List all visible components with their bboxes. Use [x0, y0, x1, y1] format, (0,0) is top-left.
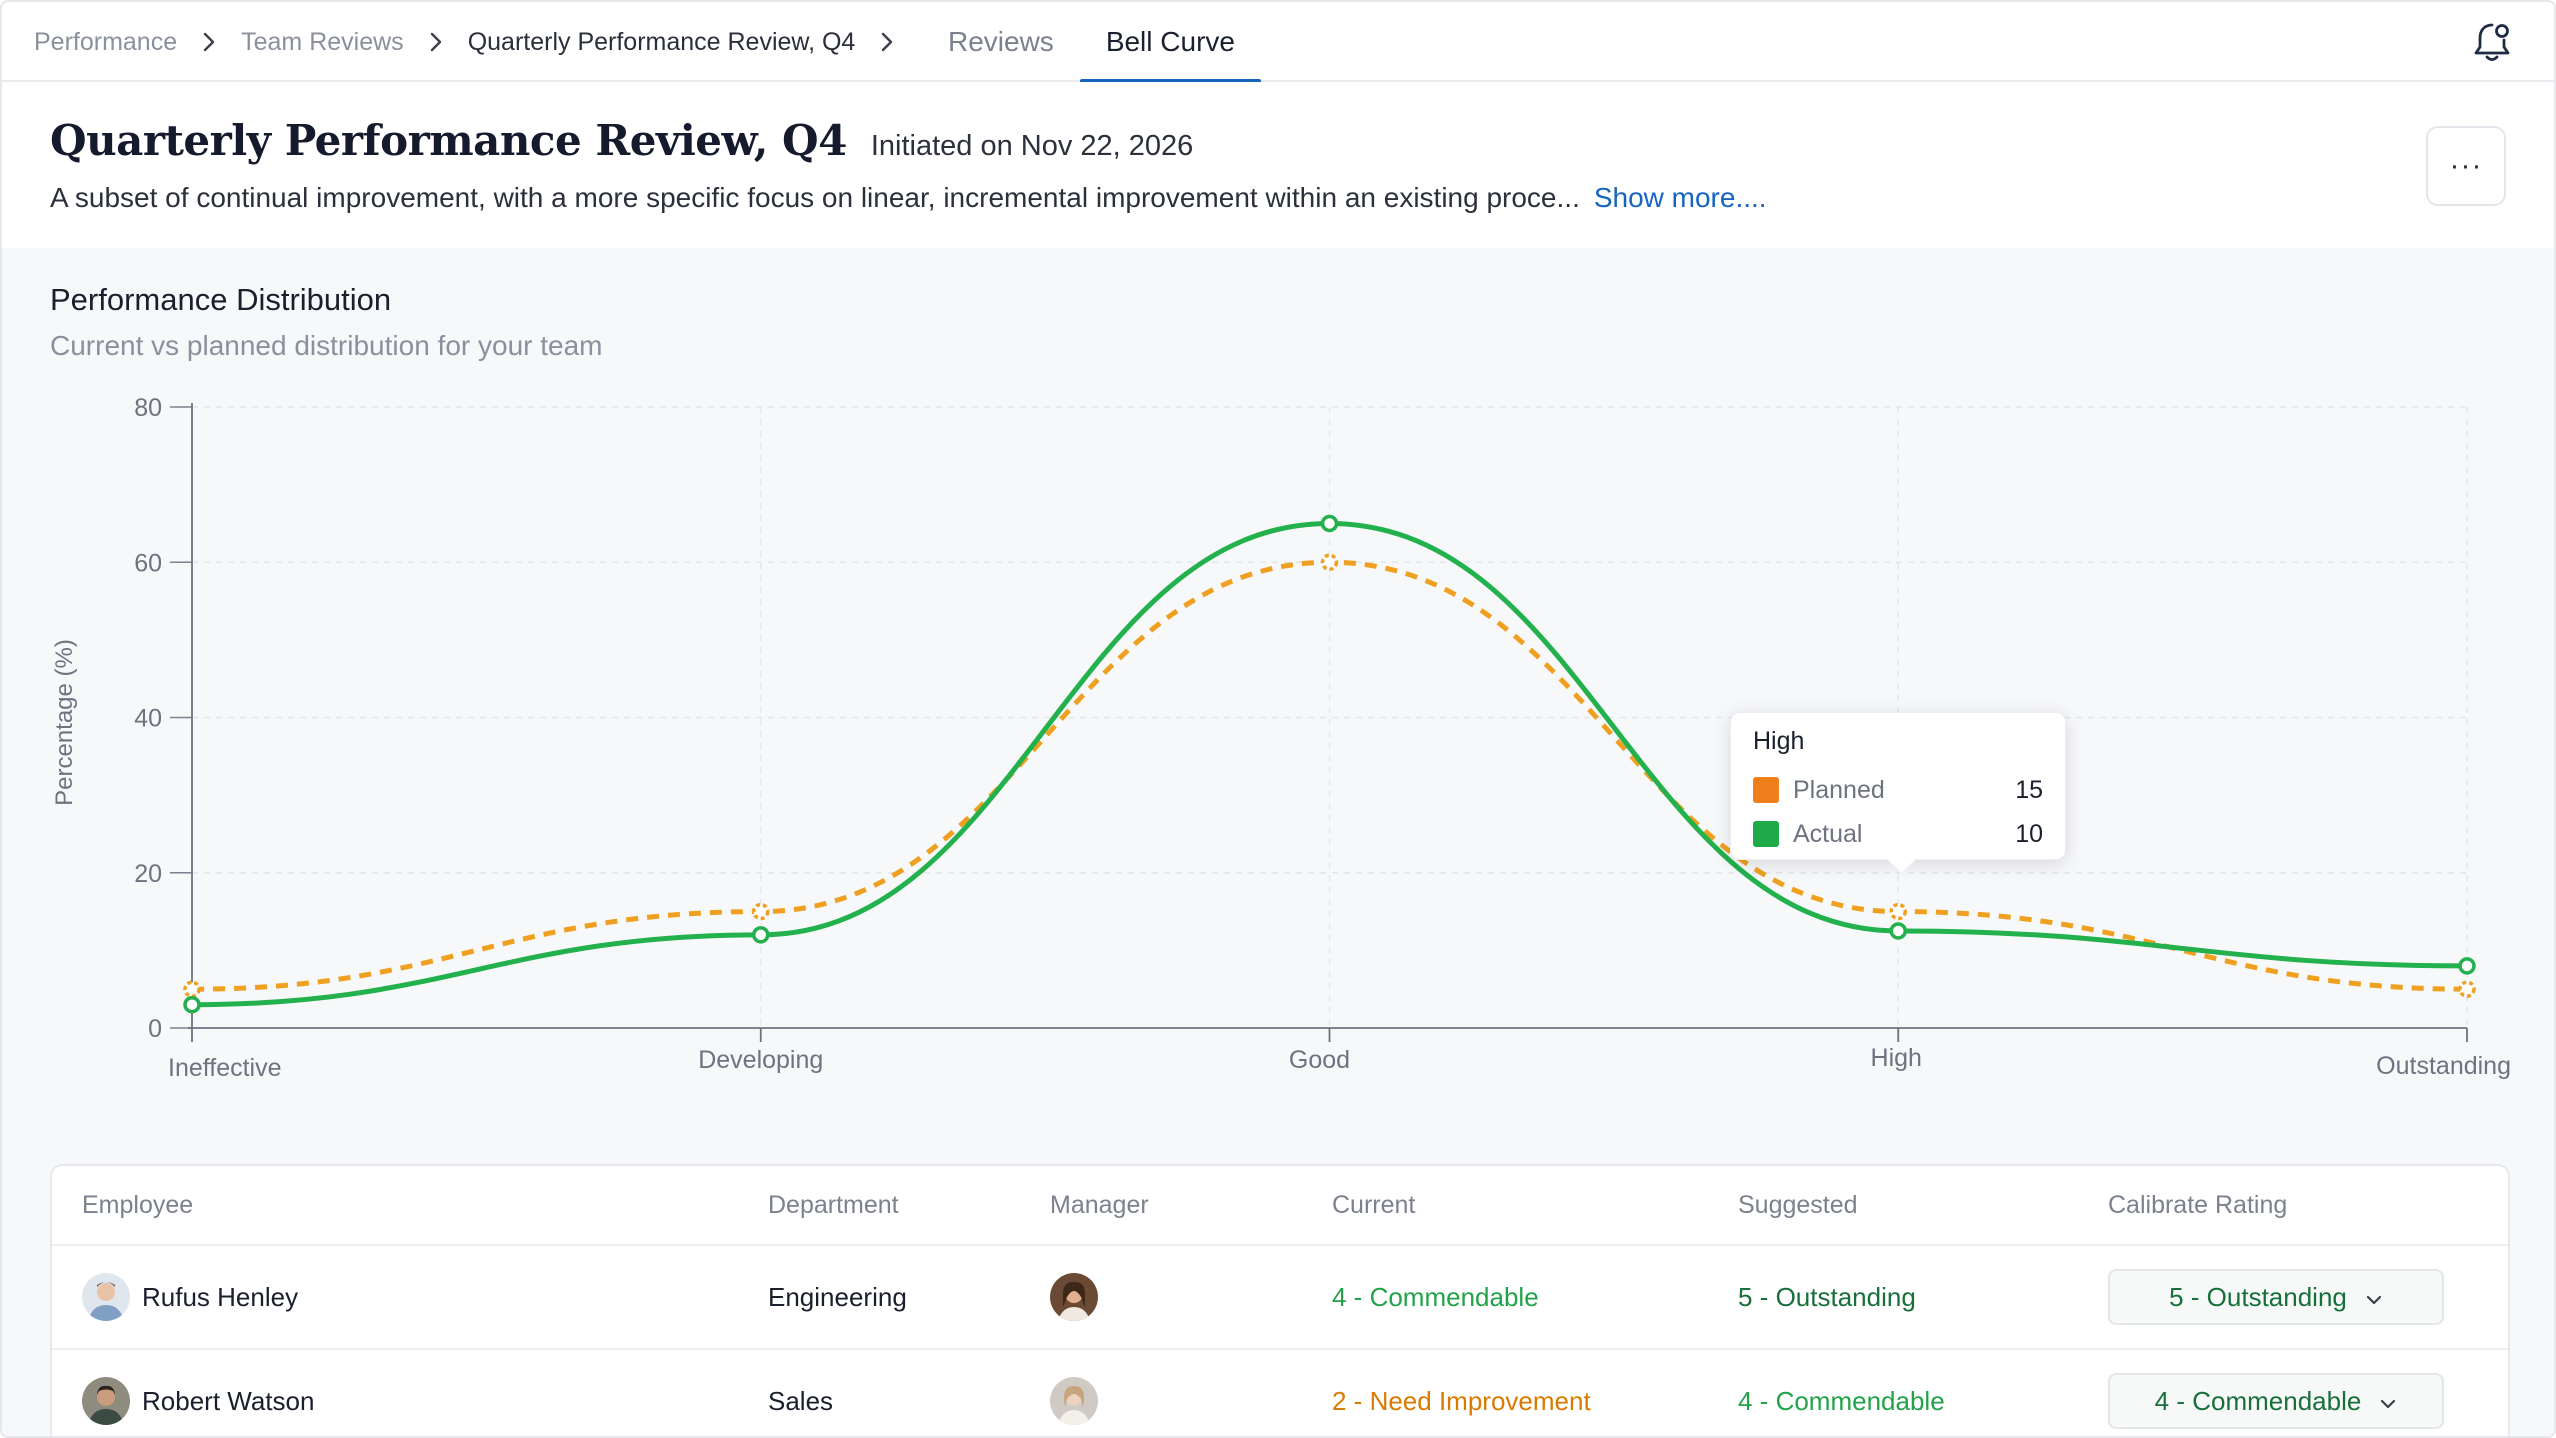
chart-section: Performance Distribution Current vs plan… — [2, 248, 2554, 1436]
column-manager[interactable]: Manager — [1050, 1190, 1149, 1219]
y-axis-label: Percentage (%) — [51, 639, 78, 806]
top-bar: Performance Team Reviews Quarterly Perfo… — [2, 2, 2554, 84]
actual-point — [1320, 514, 1339, 533]
y-tick-label: 80 — [134, 394, 162, 422]
y-tick-label: 60 — [134, 549, 162, 577]
initiated-date: Initiated on Nov 22, 2026 — [870, 130, 1194, 162]
manager-avatar[interactable] — [1050, 1350, 1110, 1436]
x-tick-label: Outstanding — [2376, 1052, 2511, 1080]
actual-series-line — [191, 520, 2468, 1008]
x-tick-label: High — [1871, 1044, 1922, 1072]
table-header: Employee Department Manager Current Sugg… — [52, 1166, 2508, 1246]
planned-point — [1889, 902, 1907, 921]
actual-point — [752, 926, 770, 944]
x-tick-label: Good — [1289, 1046, 1350, 1074]
employee-cell: Robert Watson — [82, 1350, 315, 1436]
notification-bell-icon[interactable] — [2466, 16, 2518, 68]
table-row[interactable]: Rufus Henley Engineering 4 - Commendable… — [52, 1246, 2508, 1350]
tooltip-value: 15 — [2015, 775, 2043, 804]
description-text: A subset of continual improvement, with … — [50, 182, 1580, 213]
suggested-rating: 4 - Commendable — [1738, 1385, 1945, 1416]
suggested-rating: 5 - Outstanding — [1738, 1281, 1916, 1312]
tooltip-title: High — [1753, 727, 1805, 755]
manager-avatar-image — [1050, 1377, 1098, 1425]
planned-point — [183, 980, 201, 998]
table-row[interactable]: Robert Watson Sales 2 - Need Improvement… — [52, 1350, 2508, 1436]
planned-point — [752, 902, 770, 921]
tooltip-row-actual: Actual 10 — [1753, 812, 2043, 856]
chevron-down-icon — [2365, 1282, 2383, 1313]
breadcrumb-team-reviews[interactable]: Team Reviews — [241, 27, 404, 56]
manager-avatar-image — [1050, 1273, 1098, 1321]
chart-tooltip: High Planned 15 Actual 10 — [1730, 712, 2066, 860]
column-employee[interactable]: Employee — [82, 1190, 194, 1219]
employee-name[interactable]: Rufus Henley — [142, 1281, 299, 1312]
column-current[interactable]: Current — [1332, 1190, 1416, 1219]
department-cell: Sales — [768, 1385, 834, 1416]
chevron-down-icon — [2379, 1386, 2397, 1417]
actual-point — [183, 995, 201, 1014]
chevron-right-icon — [177, 2, 241, 82]
column-suggested[interactable]: Suggested — [1738, 1190, 1858, 1219]
x-tick-label: Developing — [698, 1046, 823, 1074]
employee-avatar — [82, 1377, 130, 1425]
y-tick-label: 40 — [134, 705, 162, 733]
tooltip-label: Actual — [1793, 819, 1863, 848]
department-cell: Engineering — [768, 1281, 907, 1312]
current-rating: 2 - Need Improvement — [1332, 1385, 1591, 1416]
page-title: Quarterly Performance Review, Q4 — [50, 116, 847, 165]
actual-point — [1889, 922, 1907, 940]
calibrate-cell: 5 - Outstanding — [2108, 1246, 2444, 1348]
breadcrumb: Performance Team Reviews Quarterly Perfo… — [34, 2, 919, 82]
current-rating: 4 - Commendable — [1332, 1281, 1539, 1312]
chevron-right-icon — [855, 2, 919, 82]
planned-point — [2458, 980, 2476, 998]
employee-avatar — [82, 1273, 130, 1321]
planned-point — [1320, 553, 1339, 571]
tab-reviews[interactable]: Reviews — [948, 26, 1054, 57]
planned-swatch — [1753, 777, 1779, 803]
calibrate-value: 5 - Outstanding — [2169, 1281, 2347, 1312]
column-department[interactable]: Department — [768, 1190, 899, 1219]
tooltip-label: Planned — [1793, 775, 1885, 804]
breadcrumb-current: Quarterly Performance Review, Q4 — [467, 27, 856, 56]
chart-title: Performance Distribution — [50, 282, 392, 317]
x-tick-label: Ineffective — [168, 1054, 282, 1082]
actual-swatch — [1753, 821, 1779, 847]
show-more-link[interactable]: Show more.... — [1593, 182, 1767, 213]
manager-avatar[interactable] — [1050, 1246, 1110, 1348]
chevron-right-icon — [404, 2, 468, 82]
breadcrumb-performance[interactable]: Performance — [34, 27, 178, 56]
calibrate-cell: 4 - Commendable — [2108, 1350, 2444, 1436]
calibrate-value: 4 - Commendable — [2154, 1385, 2362, 1416]
tooltip-value: 10 — [2015, 819, 2043, 848]
employee-cell: Rufus Henley — [82, 1246, 298, 1348]
chart-subtitle: Current vs planned distribution for your… — [50, 330, 603, 361]
column-calibrate-rating[interactable]: Calibrate Rating — [2108, 1190, 2288, 1219]
tooltip-row-planned: Planned 15 — [1753, 768, 2043, 812]
review-header: Quarterly Performance Review, Q4 Initiat… — [2, 82, 2554, 248]
employee-name[interactable]: Robert Watson — [142, 1385, 315, 1416]
view-tabs: Reviews Bell Curve — [922, 2, 1262, 84]
y-tick-label: 20 — [134, 860, 162, 888]
calibrate-rating-select[interactable]: 4 - Commendable — [2108, 1373, 2444, 1429]
y-tick-label: 0 — [148, 1015, 162, 1043]
actual-point — [2458, 957, 2476, 975]
more-options-button[interactable]: ··· — [2426, 126, 2506, 206]
tab-bell-curve[interactable]: Bell Curve — [1079, 2, 1262, 84]
review-description: A subset of continual improvement, with … — [50, 182, 1767, 214]
bell-curve-chart: 0 20 40 60 80 Ineffective Developing Good High Ou… — [51, 394, 2511, 1082]
employee-table: Employee Department Manager Current Sugg… — [50, 1164, 2510, 1436]
calibrate-rating-select[interactable]: 5 - Outstanding — [2108, 1269, 2444, 1325]
